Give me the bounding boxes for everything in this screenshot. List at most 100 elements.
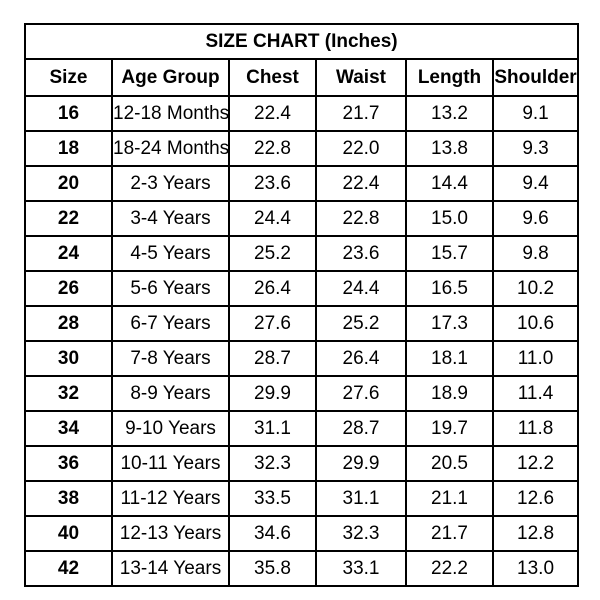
header-age-group: Age Group [111, 58, 230, 97]
cell-waist: 21.7 [315, 95, 407, 132]
cell-waist: 22.4 [315, 165, 407, 202]
table-row: 34 9-10 Years 31.1 28.7 19.7 11.8 [24, 410, 580, 447]
cell-waist: 23.6 [315, 235, 407, 272]
size-chart-table: SIZE CHART (Inches) Size Age Group Chest… [23, 23, 580, 587]
cell-waist: 24.4 [315, 270, 407, 307]
cell-shoulder: 9.8 [491, 235, 580, 272]
cell-shoulder: 11.8 [491, 410, 580, 447]
cell-size: 30 [24, 340, 113, 377]
table-row: 20 2-3 Years 23.6 22.4 14.4 9.4 [24, 165, 580, 202]
cell-age-group: 2-3 Years [111, 165, 230, 202]
cell-age-group: 7-8 Years [111, 340, 230, 377]
cell-size: 16 [24, 95, 113, 132]
header-size: Size [24, 58, 113, 97]
cell-length: 19.7 [405, 410, 494, 447]
cell-shoulder: 10.2 [491, 270, 580, 307]
cell-length: 14.4 [405, 165, 494, 202]
cell-waist: 31.1 [315, 480, 407, 517]
cell-length: 13.8 [405, 130, 494, 167]
table-row: 16 12-18 Months 22.4 21.7 13.2 9.1 [24, 95, 580, 132]
table-row: 18 18-24 Months 22.8 22.0 13.8 9.3 [24, 130, 580, 167]
cell-chest: 28.7 [228, 340, 317, 377]
cell-length: 16.5 [405, 270, 494, 307]
cell-age-group: 10-11 Years [111, 445, 230, 482]
header-row: Size Age Group Chest Waist Length Should… [24, 58, 580, 97]
cell-age-group: 9-10 Years [111, 410, 230, 447]
cell-chest: 32.3 [228, 445, 317, 482]
cell-chest: 33.5 [228, 480, 317, 517]
cell-size: 20 [24, 165, 113, 202]
cell-length: 15.0 [405, 200, 494, 237]
table-row: 32 8-9 Years 29.9 27.6 18.9 11.4 [24, 375, 580, 412]
cell-age-group: 6-7 Years [111, 305, 230, 342]
cell-chest: 22.8 [228, 130, 317, 167]
cell-length: 21.7 [405, 515, 494, 552]
cell-chest: 27.6 [228, 305, 317, 342]
cell-chest: 29.9 [228, 375, 317, 412]
cell-chest: 31.1 [228, 410, 317, 447]
cell-size: 32 [24, 375, 113, 412]
cell-waist: 27.6 [315, 375, 407, 412]
cell-waist: 26.4 [315, 340, 407, 377]
cell-size: 28 [24, 305, 113, 342]
cell-length: 18.9 [405, 375, 494, 412]
table-row: 42 13-14 Years 35.8 33.1 22.2 13.0 [24, 550, 580, 587]
cell-waist: 22.8 [315, 200, 407, 237]
cell-size: 36 [24, 445, 113, 482]
title-row: SIZE CHART (Inches) [23, 23, 580, 60]
cell-waist: 29.9 [315, 445, 407, 482]
cell-chest: 24.4 [228, 200, 317, 237]
cell-length: 15.7 [405, 235, 494, 272]
cell-age-group: 4-5 Years [111, 235, 230, 272]
table-row: 28 6-7 Years 27.6 25.2 17.3 10.6 [24, 305, 580, 342]
cell-size: 38 [24, 480, 113, 517]
cell-length: 18.1 [405, 340, 494, 377]
header-shoulder: Shoulder [491, 58, 580, 97]
cell-age-group: 12-13 Years [111, 515, 230, 552]
cell-size: 40 [24, 515, 113, 552]
cell-age-group: 11-12 Years [111, 480, 230, 517]
cell-shoulder: 13.0 [491, 550, 580, 587]
cell-length: 13.2 [405, 95, 494, 132]
cell-age-group: 12-18 Months [111, 95, 230, 132]
cell-shoulder: 11.0 [491, 340, 580, 377]
cell-shoulder: 9.4 [491, 165, 580, 202]
cell-shoulder: 10.6 [491, 305, 580, 342]
table-row: 40 12-13 Years 34.6 32.3 21.7 12.8 [24, 515, 580, 552]
cell-chest: 34.6 [228, 515, 317, 552]
cell-length: 22.2 [405, 550, 494, 587]
cell-chest: 26.4 [228, 270, 317, 307]
table-row: 38 11-12 Years 33.5 31.1 21.1 12.6 [24, 480, 580, 517]
cell-shoulder: 12.2 [491, 445, 580, 482]
table-row: 24 4-5 Years 25.2 23.6 15.7 9.8 [24, 235, 580, 272]
cell-age-group: 5-6 Years [111, 270, 230, 307]
size-chart: SIZE CHART (Inches) Size Age Group Chest… [23, 23, 580, 587]
cell-age-group: 3-4 Years [111, 200, 230, 237]
cell-length: 17.3 [405, 305, 494, 342]
cell-chest: 25.2 [228, 235, 317, 272]
header-waist: Waist [315, 58, 407, 97]
cell-shoulder: 9.3 [491, 130, 580, 167]
cell-age-group: 13-14 Years [111, 550, 230, 587]
cell-waist: 32.3 [315, 515, 407, 552]
chart-title: SIZE CHART (Inches) [23, 23, 580, 60]
cell-waist: 25.2 [315, 305, 407, 342]
cell-chest: 35.8 [228, 550, 317, 587]
cell-waist: 28.7 [315, 410, 407, 447]
cell-chest: 22.4 [228, 95, 317, 132]
cell-size: 34 [24, 410, 113, 447]
cell-size: 18 [24, 130, 113, 167]
table-row: 36 10-11 Years 32.3 29.9 20.5 12.2 [24, 445, 580, 482]
cell-age-group: 18-24 Months [111, 130, 230, 167]
cell-shoulder: 11.4 [491, 375, 580, 412]
cell-size: 22 [24, 200, 113, 237]
header-chest: Chest [228, 58, 317, 97]
table-row: 26 5-6 Years 26.4 24.4 16.5 10.2 [24, 270, 580, 307]
cell-size: 42 [24, 550, 113, 587]
cell-age-group: 8-9 Years [111, 375, 230, 412]
cell-chest: 23.6 [228, 165, 317, 202]
cell-waist: 22.0 [315, 130, 407, 167]
cell-shoulder: 12.8 [491, 515, 580, 552]
cell-size: 26 [24, 270, 113, 307]
cell-waist: 33.1 [315, 550, 407, 587]
